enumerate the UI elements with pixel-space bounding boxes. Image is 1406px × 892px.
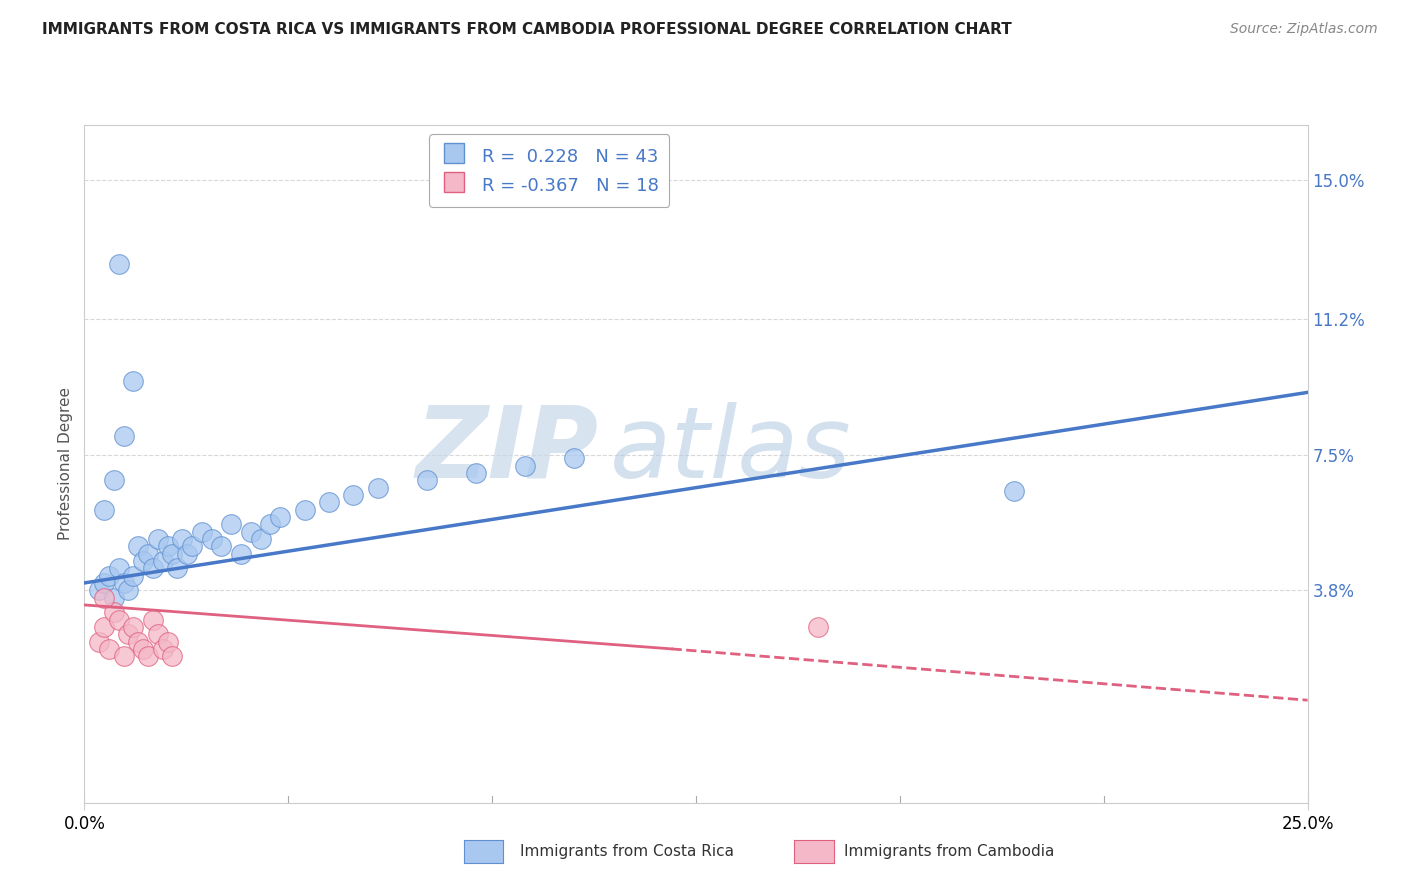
Point [136, 547, 159, 561]
Point [93, 576, 115, 591]
Point [239, 524, 262, 539]
Point [117, 583, 139, 598]
Legend: R =  0.228   N = 43, R = -0.367   N = 18: R = 0.228 N = 43, R = -0.367 N = 18 [429, 134, 669, 207]
Point [318, 495, 340, 509]
Point [93, 591, 115, 605]
Point [103, 605, 125, 619]
Point [97, 568, 120, 582]
Text: Source: ZipAtlas.com: Source: ZipAtlas.com [1230, 22, 1378, 37]
Point [156, 634, 179, 648]
Point [127, 634, 149, 648]
Point [97, 641, 120, 656]
Y-axis label: Professional Degree: Professional Degree [58, 387, 73, 541]
Point [122, 568, 145, 582]
Point [416, 473, 439, 487]
Point [132, 554, 155, 568]
Text: atlas: atlas [610, 401, 852, 499]
Point [513, 458, 536, 473]
Point [142, 613, 165, 627]
Point [162, 547, 184, 561]
Point [156, 539, 179, 553]
Point [142, 561, 165, 575]
Point [176, 547, 198, 561]
Point [269, 510, 291, 524]
Point [219, 517, 242, 532]
Point [132, 641, 155, 656]
Point [464, 466, 486, 480]
Point [146, 627, 169, 641]
Point [112, 429, 135, 443]
Point [87, 634, 110, 648]
Point [103, 473, 125, 487]
Point [191, 524, 214, 539]
Point [103, 591, 125, 605]
Text: IMMIGRANTS FROM COSTA RICA VS IMMIGRANTS FROM CAMBODIA PROFESSIONAL DEGREE CORRE: IMMIGRANTS FROM COSTA RICA VS IMMIGRANTS… [42, 22, 1012, 37]
Point [93, 502, 115, 516]
Point [93, 620, 115, 634]
Point [117, 627, 139, 641]
Point [112, 576, 135, 591]
Point [367, 481, 389, 495]
Point [122, 620, 145, 634]
Point [209, 539, 232, 553]
Point [112, 649, 135, 664]
Point [152, 641, 174, 656]
Point [107, 613, 129, 627]
Point [807, 620, 830, 634]
Point [166, 561, 188, 575]
Point [107, 257, 129, 271]
Point [107, 561, 129, 575]
Point [181, 539, 204, 553]
Point [172, 532, 194, 546]
Point [562, 451, 585, 466]
Point [87, 583, 110, 598]
Text: Immigrants from Costa Rica: Immigrants from Costa Rica [520, 845, 734, 859]
Point [162, 649, 184, 664]
Point [122, 375, 145, 389]
Point [259, 517, 281, 532]
Point [229, 547, 252, 561]
Point [1002, 484, 1025, 499]
Text: ZIP: ZIP [415, 401, 598, 499]
Point [200, 532, 222, 546]
Point [152, 554, 174, 568]
Point [294, 502, 316, 516]
Point [127, 539, 149, 553]
Text: Immigrants from Cambodia: Immigrants from Cambodia [844, 845, 1054, 859]
Point [136, 649, 159, 664]
Point [146, 532, 169, 546]
Point [249, 532, 271, 546]
Point [342, 488, 364, 502]
